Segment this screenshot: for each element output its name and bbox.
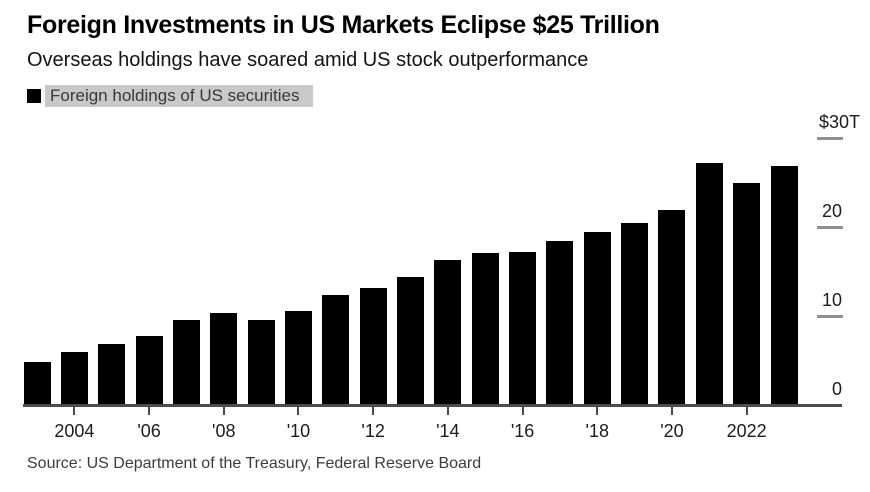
legend-swatch-icon <box>27 89 41 103</box>
bar-2011 <box>322 294 350 405</box>
bar-2009 <box>247 319 275 405</box>
x-tick-dash-2020 <box>670 405 673 415</box>
bar-2004 <box>60 352 88 405</box>
x-tick-label-2004: 2004 <box>54 421 95 441</box>
source-note: Source: US Department of the Treasury, F… <box>27 455 482 472</box>
bar-2010 <box>284 310 312 405</box>
x-tick-label-2016: '16 <box>510 421 535 441</box>
x-tick-label-2006: '06 <box>137 421 161 441</box>
bar-2003 <box>23 362 51 405</box>
y-tick-label-10: 10 <box>821 290 842 310</box>
legend: Foreign holdings of US securities <box>27 85 314 107</box>
x-tick-dash-2018 <box>596 405 599 415</box>
legend-label: Foreign holdings of US securities <box>45 85 314 107</box>
bar-2008 <box>210 313 238 405</box>
bar-2022 <box>733 182 761 405</box>
x-tick-label-2008: '08 <box>212 421 236 441</box>
bar-2017 <box>546 241 574 405</box>
y-tick-label-20: 20 <box>821 201 842 221</box>
x-tick-dash-2022 <box>745 405 748 415</box>
y-tick-label-30: $30T <box>818 112 860 132</box>
bar-2016 <box>509 251 537 405</box>
bar-2005 <box>98 344 126 405</box>
x-tick-label-2022: 2022 <box>726 421 767 441</box>
x-tick-dash-2014 <box>446 405 449 415</box>
bar-2023 <box>770 165 798 405</box>
bar-2019 <box>621 222 649 405</box>
bar-2015 <box>471 252 499 405</box>
y-tick-dash-30 <box>817 137 843 140</box>
x-tick-label-2014: '14 <box>436 421 460 441</box>
x-tick-dash-2008 <box>222 405 225 415</box>
bar-2018 <box>583 232 611 405</box>
bar-2007 <box>172 319 200 405</box>
chart-title: Foreign Investments in US Markets Eclips… <box>27 11 660 39</box>
bar-2020 <box>658 210 686 405</box>
x-tick-dash-2016 <box>521 405 524 415</box>
x-tick-dash-2006 <box>148 405 151 415</box>
x-tick-dash-2004 <box>73 405 76 415</box>
bar-2014 <box>434 259 462 405</box>
y-tick-dash-20 <box>817 226 843 229</box>
bar-2006 <box>135 336 163 405</box>
bar-2012 <box>359 287 387 405</box>
y-tick-dash-10 <box>817 315 843 318</box>
x-axis-baseline <box>23 404 842 407</box>
x-tick-dash-2010 <box>297 405 300 415</box>
bar-2013 <box>397 276 424 405</box>
x-tick-label-2012: '12 <box>361 421 385 441</box>
y-tick-label-0: 0 <box>831 379 842 399</box>
x-tick-dash-2012 <box>372 405 375 415</box>
x-tick-label-2010: '10 <box>286 421 311 441</box>
x-tick-label-2018: '18 <box>585 421 609 441</box>
bar-2021 <box>695 162 723 405</box>
chart-subtitle: Overseas holdings have soared amid US st… <box>27 49 589 71</box>
x-tick-label-2020: '20 <box>660 421 684 441</box>
